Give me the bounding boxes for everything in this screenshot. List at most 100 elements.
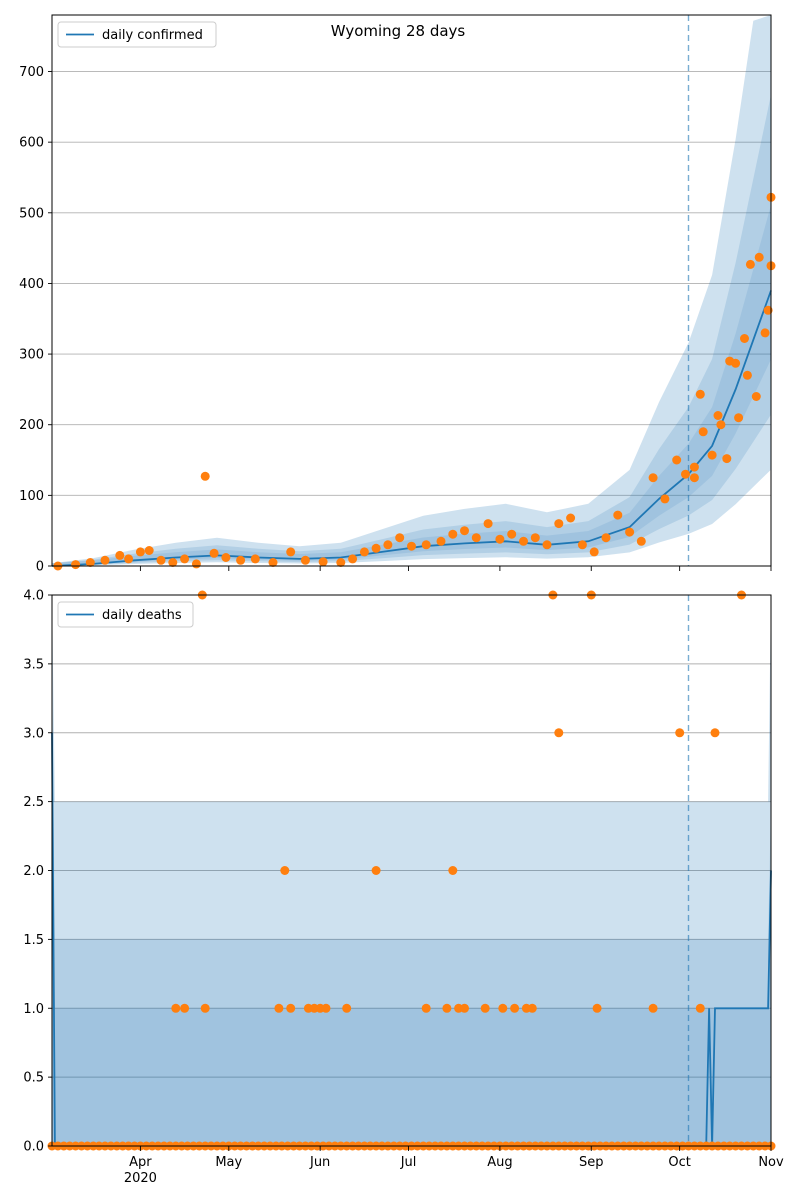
confidence-band [52, 870, 771, 1146]
y-tick-label: 2.5 [23, 795, 44, 810]
data-point [221, 553, 231, 562]
y-tick-label: 0.5 [23, 1071, 44, 1086]
data-point [407, 541, 416, 551]
x-tick-label: Nov [758, 1155, 784, 1170]
data-point [191, 559, 201, 569]
data-point [601, 533, 611, 543]
data-point [371, 543, 381, 553]
legend-box [57, 21, 217, 48]
data-point [348, 554, 358, 564]
data-point [566, 513, 576, 523]
data-point [180, 554, 190, 564]
data-point [448, 529, 458, 539]
data-point [754, 252, 764, 262]
data-point [280, 866, 290, 875]
data-point [698, 427, 708, 437]
data-point [436, 536, 446, 546]
data-point [689, 473, 699, 483]
data-point [200, 471, 210, 481]
data-point [286, 1003, 296, 1013]
data-point [300, 555, 310, 565]
data-point [740, 334, 749, 343]
data-point [342, 1003, 352, 1013]
confidence-band [52, 15, 771, 566]
legend: daily confirmed [57, 21, 217, 48]
data-point [495, 534, 505, 544]
data-point [554, 519, 564, 529]
data-point [471, 533, 481, 543]
y-tick-label: 1.0 [23, 1002, 44, 1017]
series-lines [51, 15, 772, 567]
data-point [321, 1003, 331, 1013]
x-tick-label: Jun [309, 1155, 330, 1170]
data-point [648, 473, 658, 483]
data-point [448, 866, 458, 875]
chart-daily-confirmed: 0 100 200 300 400 500 600 700 daily confirmed W… [19, 14, 776, 575]
data-point [421, 540, 431, 550]
data-point [710, 728, 720, 738]
data-point [200, 1003, 210, 1013]
data-point [171, 1003, 181, 1013]
data-point [85, 558, 95, 567]
x-tick-label: Apr [129, 1155, 152, 1170]
data-point [383, 540, 393, 550]
data-point [115, 550, 125, 560]
data-point [135, 547, 145, 557]
data-point [577, 540, 587, 550]
data-point [660, 494, 670, 504]
chart-daily-deaths: 0.0 0.5 1.0 1.5 2.0 2.5 3.0 3.5 4.0 Apr May Jun Jul A… [23, 589, 784, 1187]
y-tick-label: 100 [19, 489, 44, 504]
data-point [751, 392, 761, 401]
data-point [542, 540, 552, 550]
data-point [100, 555, 110, 565]
data-point [554, 728, 564, 738]
data-point [395, 533, 405, 543]
data-point [695, 389, 705, 399]
data-point [636, 536, 646, 546]
data-point [510, 1003, 520, 1013]
observed-points [53, 192, 776, 571]
data-point [371, 866, 381, 875]
data-point [742, 370, 752, 380]
data-point [460, 1003, 469, 1013]
data-point [716, 420, 726, 430]
legend: daily deaths [57, 601, 194, 628]
data-point [318, 557, 328, 567]
y-tick-label: 500 [19, 206, 44, 221]
data-point [180, 1003, 190, 1013]
data-point [236, 555, 246, 565]
legend-box [57, 601, 194, 628]
data-point [421, 1003, 431, 1013]
y-tick-label: 0.0 [23, 1140, 44, 1155]
confidence-band [52, 663, 771, 1146]
data-point [713, 411, 723, 420]
y-tick-label: 200 [19, 418, 44, 433]
x-tick-label: Oct [668, 1155, 690, 1170]
x-tick-label: Sep [579, 1155, 604, 1170]
confidence-bands [52, 15, 771, 567]
data-point [613, 510, 623, 520]
y-tick-label: 2.0 [23, 864, 44, 879]
data-point [734, 413, 744, 423]
data-point [460, 526, 469, 536]
data-point [359, 547, 369, 557]
axes-frame [51, 14, 772, 567]
data-point [760, 328, 770, 338]
axis-ticks: 0 100 200 300 400 500 600 700 [19, 65, 772, 575]
x-tick-label: May [215, 1155, 242, 1170]
data-point [144, 546, 154, 555]
data-point [689, 462, 699, 472]
x-tick-label: Aug [487, 1155, 512, 1170]
confidence-band [52, 595, 771, 1146]
data-point [731, 358, 741, 368]
y-tick-label: 4.0 [23, 589, 44, 604]
data-point [274, 1003, 284, 1013]
data-point [336, 558, 346, 567]
data-point [286, 547, 296, 557]
data-point [745, 259, 755, 269]
data-point [498, 1003, 508, 1013]
x-year-label: 2020 [124, 1171, 157, 1186]
data-point [695, 1003, 705, 1013]
